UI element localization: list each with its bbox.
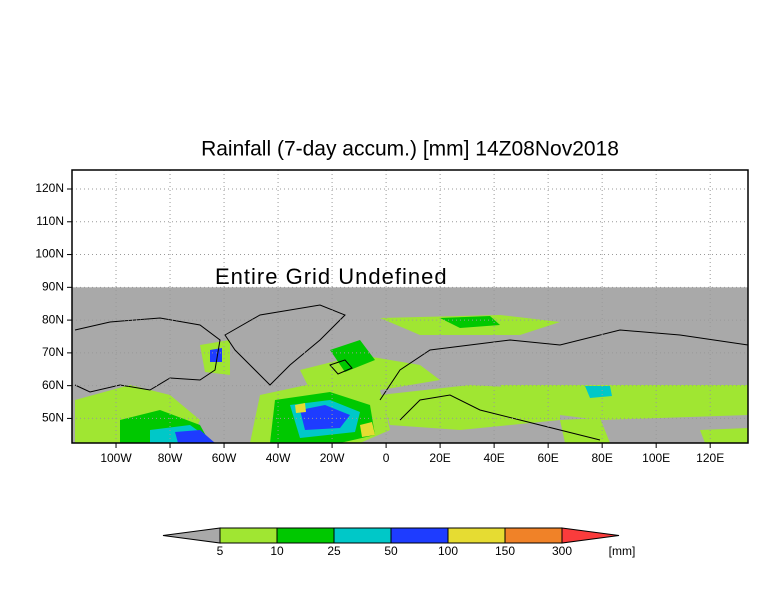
rain-patch [560,418,610,443]
x-tick-label: 100W [100,451,132,465]
colorbar-label: 150 [495,544,515,558]
y-tick-label: 100N [35,247,64,261]
colorbar-label: 50 [384,544,398,558]
x-tick-label: 20W [320,451,345,465]
colorbar-label: 100 [438,544,458,558]
colorbar-label: 5 [217,544,224,558]
x-tick-label: 80W [158,451,183,465]
coastline [329,359,353,375]
coastline [379,329,749,401]
rain-patch [175,430,215,443]
y-tick-label: 80N [42,312,64,326]
undefined-note: Entire Grid Undefined [215,264,448,289]
x-tick-label: 40E [483,451,504,465]
x-tick-label: 60E [537,451,558,465]
x-tick-label: 80E [591,451,612,465]
y-tick-label: 60N [42,378,64,392]
colorbar-label: 10 [270,544,284,558]
colorbar-box [447,527,506,544]
colorbar-box [333,527,392,544]
rain-patch [300,405,350,430]
colorbar-box [219,527,278,544]
colorbar-unit: [mm] [609,544,636,558]
colorbar-low [162,527,221,544]
rain-patch [585,386,612,398]
colorbar-label: 25 [327,544,341,558]
colorbar-box [276,527,335,544]
x-tick-label: 60W [212,451,237,465]
colorbar-label: 300 [552,544,572,558]
rain-patch [500,385,748,420]
map-title: Rainfall (7-day accum.) [mm] 14Z08Nov201… [201,138,619,161]
coastline [74,317,221,393]
y-tick-label: 120N [35,181,64,195]
rain-patch [330,340,375,372]
x-tick-label: 120E [696,451,724,465]
y-tick-label: 110N [36,214,64,228]
y-tick-label: 70N [42,345,64,359]
y-tick-label: 50N [42,411,64,425]
x-tick-label: 20E [429,451,450,465]
rain-patch [440,316,500,328]
coastline [399,394,601,441]
rain-patch [360,422,375,437]
plot-frame [71,169,749,444]
x-tick-label: 0 [383,451,390,465]
rain-patch [210,348,222,362]
colorbar-high [561,527,620,544]
colorbar-box [390,527,449,544]
x-tick-label: 40W [266,451,291,465]
y-tick-label: 90N [42,279,64,293]
rain-patch [700,428,748,443]
x-tick-label: 100E [642,451,670,465]
colorbar-box [504,527,563,544]
rain-patch [295,403,306,413]
